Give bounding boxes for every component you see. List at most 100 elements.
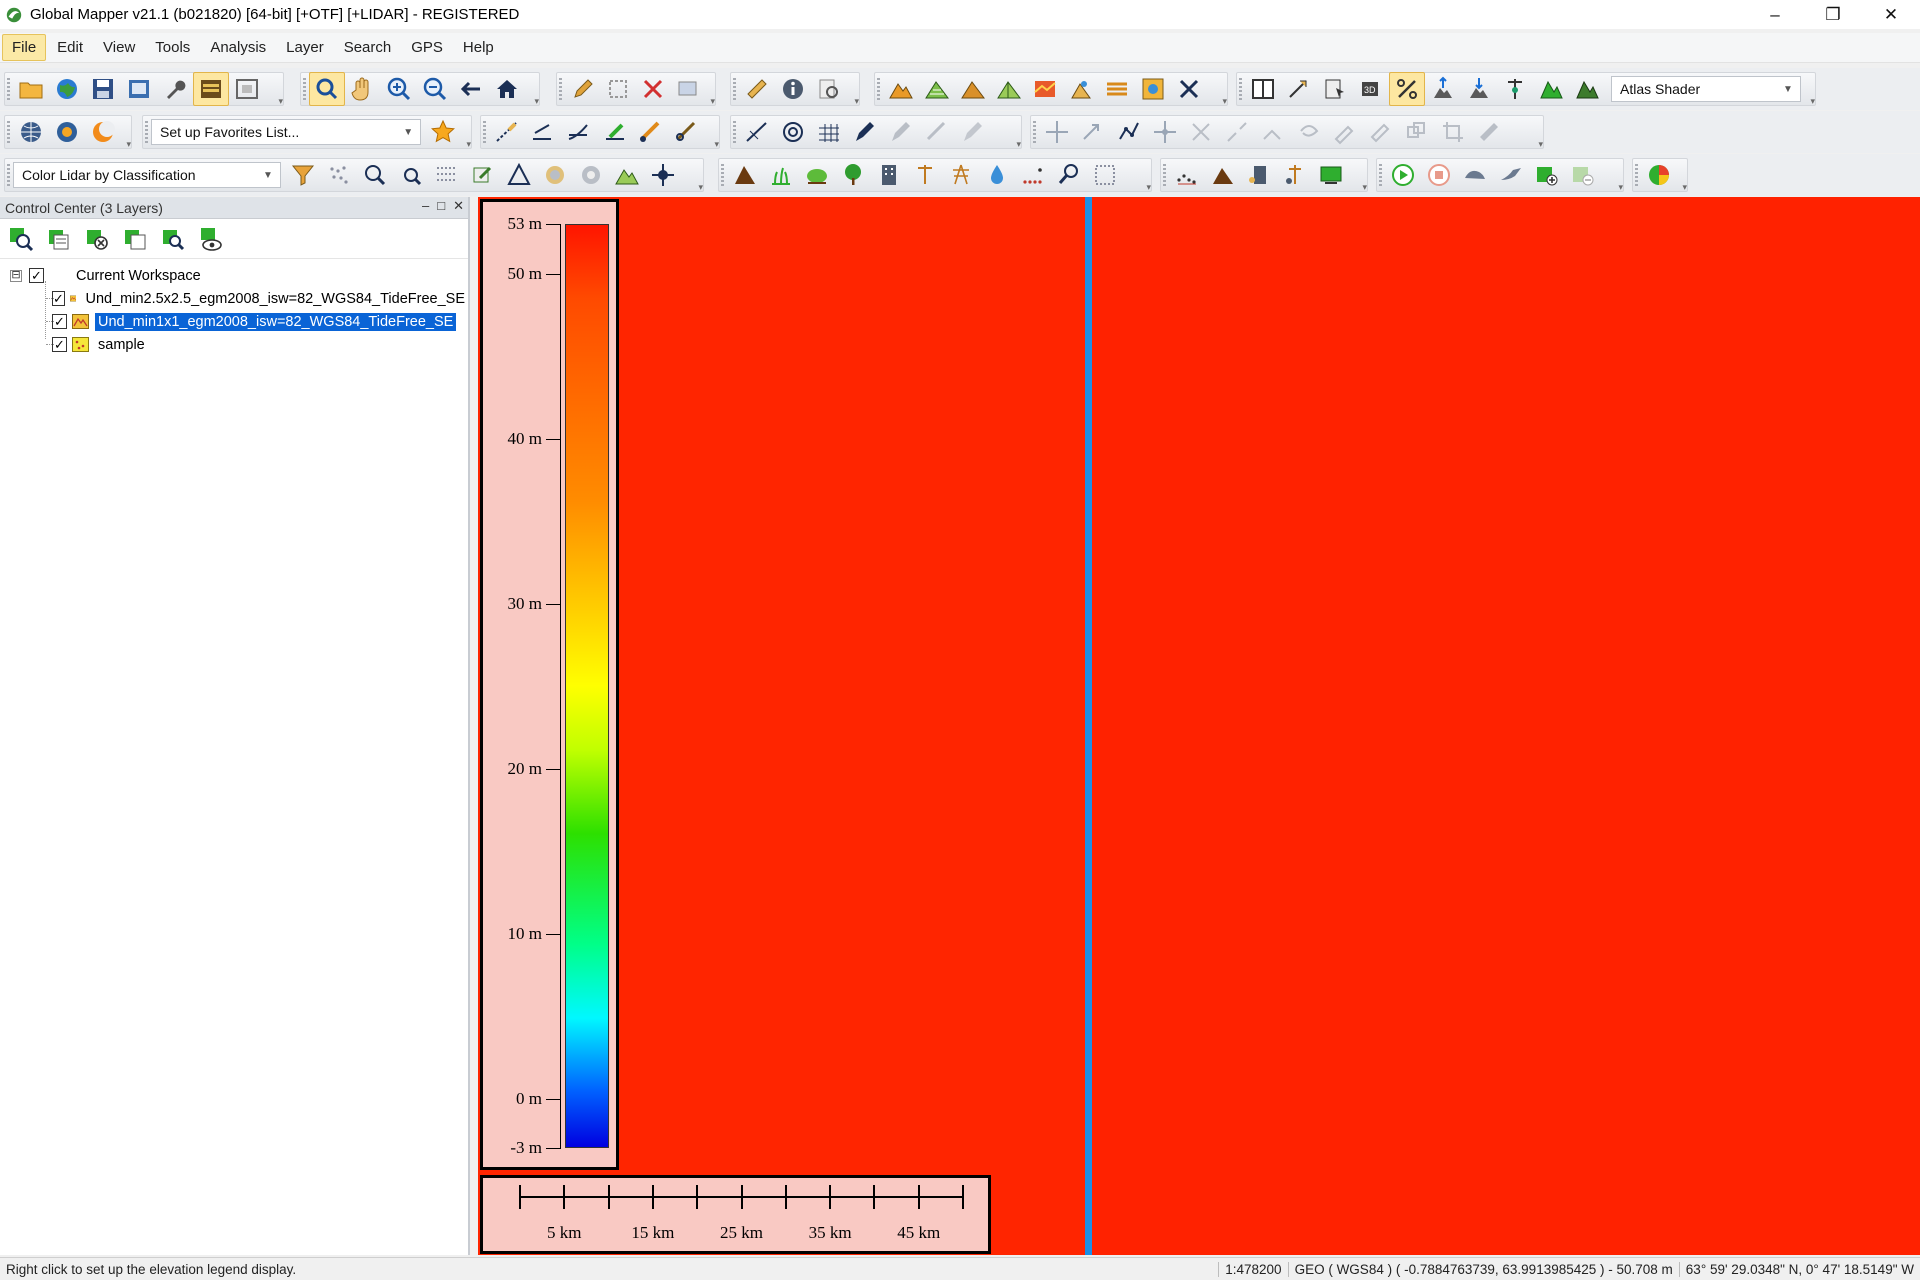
digitizer-select-icon[interactable] <box>309 72 345 106</box>
create-curve-icon[interactable] <box>561 115 597 149</box>
lidar-profile-icon[interactable] <box>1169 158 1205 192</box>
zoom-out-icon[interactable] <box>417 72 453 106</box>
menu-help[interactable]: Help <box>462 39 494 56</box>
lidar-export-icon[interactable] <box>1313 158 1349 192</box>
split-line-icon[interactable] <box>1219 115 1255 149</box>
online-data-globe-icon[interactable] <box>13 115 49 149</box>
elevation-green-icon[interactable] <box>1533 72 1569 106</box>
menu-gps[interactable]: GPS <box>411 39 443 56</box>
collapse-icon[interactable]: ⊟ <box>10 268 22 282</box>
class-search-icon[interactable] <box>1051 158 1087 192</box>
workspace-checkbox[interactable]: ✓ <box>29 268 44 283</box>
lidar-mountain-icon[interactable] <box>1205 158 1241 192</box>
rotate-feature-icon[interactable] <box>1075 115 1111 149</box>
vertical-exaggeration-up-icon[interactable] <box>1425 72 1461 106</box>
watershed-icon[interactable] <box>991 72 1027 106</box>
path-profile-icon[interactable] <box>811 72 847 106</box>
zoom-to-layer-icon[interactable] <box>6 224 36 254</box>
elevation-legend[interactable]: 53 m 50 m 40 m 30 m 20 m 10 m 0 m -3 m <box>480 199 619 1170</box>
layer-visibility-icon[interactable] <box>196 224 226 254</box>
lidar-terrain-icon[interactable] <box>609 158 645 192</box>
lidar-compare-icon[interactable] <box>573 158 609 192</box>
terrain-analysis-icon[interactable] <box>883 72 919 106</box>
smooth-feature-icon[interactable] <box>1327 115 1363 149</box>
workspace-row[interactable]: ⊟ ✓ Current Workspace <box>0 264 468 287</box>
layer-row[interactable]: ✓ Und_min2.5x2.5_egm2008_isw=82_WGS84_Tid… <box>0 287 468 310</box>
menu-file[interactable]: File <box>2 34 47 61</box>
select-features-icon[interactable] <box>670 72 705 106</box>
lasso-select-icon[interactable] <box>1291 115 1327 149</box>
3d-view-cursor-icon[interactable] <box>1317 72 1353 106</box>
open-folder-icon[interactable] <box>13 72 49 106</box>
moon-sun-icon[interactable] <box>85 115 121 149</box>
lidar-classify-icon[interactable] <box>645 158 681 192</box>
map-view[interactable]: 53 m 50 m 40 m 30 m 20 m 10 m 0 m -3 m 5 km 15 k… <box>478 197 1920 1255</box>
select-rectangle-icon[interactable] <box>600 72 635 106</box>
edit-disabled-3-icon[interactable] <box>955 115 991 149</box>
create-range-ring-icon[interactable] <box>669 115 705 149</box>
grid-create-icon[interactable] <box>811 115 847 149</box>
lidar-points-icon[interactable] <box>321 158 357 192</box>
print-map-icon[interactable] <box>121 72 157 106</box>
menu-analysis[interactable]: Analysis <box>210 39 267 56</box>
zoom-in-icon[interactable] <box>381 72 417 106</box>
elevation-mountain-icon[interactable] <box>1569 72 1605 106</box>
feature-info-icon[interactable] <box>775 72 811 106</box>
shader-dropdown[interactable]: Atlas Shader ▼ <box>1611 76 1801 102</box>
lidar-pole-extract-icon[interactable] <box>1277 158 1313 192</box>
light-direction-icon[interactable] <box>1497 72 1533 106</box>
delete-vertex-icon[interactable] <box>1183 115 1219 149</box>
move-arrows-icon[interactable] <box>1039 115 1075 149</box>
3d-path-icon[interactable] <box>1281 72 1317 106</box>
lidar-edit-icon[interactable] <box>465 158 501 192</box>
powerline-class-icon[interactable] <box>943 158 979 192</box>
class-grid-icon[interactable] <box>1087 158 1123 192</box>
edit-disabled-1-icon[interactable] <box>883 115 919 149</box>
shader-percent-icon[interactable] <box>1389 72 1425 106</box>
view-shed-icon[interactable] <box>955 72 991 106</box>
panel-close-icon[interactable]: ✕ <box>453 198 464 213</box>
layer-checkbox[interactable]: ✓ <box>52 314 67 329</box>
follow-path-icon[interactable] <box>1493 158 1529 192</box>
edit-pencil-icon[interactable] <box>565 72 600 106</box>
lidar-surface-icon[interactable] <box>537 158 573 192</box>
config-wrench-icon[interactable] <box>157 72 193 106</box>
restore-button[interactable]: ❐ <box>1825 4 1841 24</box>
overview-map-icon[interactable] <box>229 72 265 106</box>
delete-x-icon[interactable] <box>635 72 670 106</box>
close-button[interactable]: ✕ <box>1883 4 1899 24</box>
favorites-dropdown[interactable]: Set up Favorites List... ▼ <box>151 119 422 145</box>
building-class-icon[interactable] <box>871 158 907 192</box>
vegetation-low-icon[interactable] <box>763 158 799 192</box>
home-icon[interactable] <box>489 72 525 106</box>
control-center-toggle-icon[interactable] <box>193 72 229 106</box>
lidar-filter-icon[interactable] <box>285 158 321 192</box>
split-view-icon[interactable] <box>1245 72 1281 106</box>
pan-hand-icon[interactable] <box>345 72 381 106</box>
layer-search-icon[interactable] <box>158 224 188 254</box>
measure-ruler-icon[interactable] <box>739 72 775 106</box>
move-vertex-icon[interactable] <box>1147 115 1183 149</box>
lidar-query-icon[interactable] <box>393 158 429 192</box>
vertex-nodes-icon[interactable] <box>1111 115 1147 149</box>
menu-tools[interactable]: Tools <box>155 39 191 56</box>
edit-vertex-icon[interactable] <box>847 115 883 149</box>
join-line-icon[interactable] <box>1255 115 1291 149</box>
back-arrow-icon[interactable] <box>453 72 489 106</box>
ground-class-icon[interactable] <box>727 158 763 192</box>
target-circle-icon[interactable] <box>775 115 811 149</box>
play-icon[interactable] <box>1385 158 1421 192</box>
menu-layer[interactable]: Layer <box>286 39 324 56</box>
terrain-layers-icon[interactable] <box>1099 72 1135 106</box>
vertical-exaggeration-down-icon[interactable] <box>1461 72 1497 106</box>
crop-feature-icon[interactable] <box>1435 115 1471 149</box>
vegetation-high-icon[interactable] <box>835 158 871 192</box>
layer-row[interactable]: ✓ Und_min1x1_egm2008_isw=82_WGS84_TideFre… <box>0 310 468 333</box>
measure-tape-icon[interactable] <box>1471 115 1507 149</box>
3d-view-icon[interactable]: 3D <box>1353 72 1389 106</box>
minimize-button[interactable]: – <box>1770 4 1780 24</box>
favorite-star-icon[interactable] <box>425 115 461 149</box>
scale-bar[interactable]: 5 km 15 km 25 km 35 km 45 km <box>480 1175 991 1254</box>
settings-gear-icon[interactable] <box>49 115 85 149</box>
shape-edit-icon[interactable] <box>1363 115 1399 149</box>
